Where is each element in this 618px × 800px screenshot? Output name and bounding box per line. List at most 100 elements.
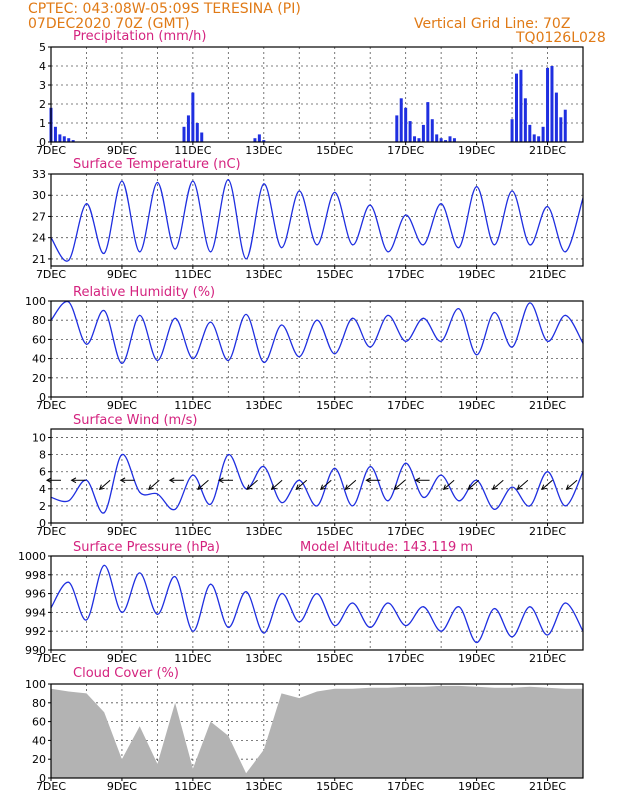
precipitation-bar bbox=[537, 136, 541, 142]
x-tick-label: 19DEC bbox=[458, 399, 495, 412]
y-tick-label: 100 bbox=[25, 295, 46, 308]
data-point bbox=[422, 606, 424, 608]
data-point bbox=[68, 259, 70, 261]
data-point bbox=[139, 491, 141, 493]
precipitation-bar bbox=[182, 126, 186, 142]
data-point bbox=[174, 317, 176, 319]
data-point bbox=[245, 313, 247, 316]
y-tick-label: 996 bbox=[25, 588, 46, 601]
wind-arrow bbox=[394, 479, 406, 490]
data-point bbox=[493, 244, 495, 246]
data-point bbox=[156, 493, 158, 495]
data-point bbox=[103, 564, 105, 567]
precipitation-bar bbox=[541, 126, 545, 142]
wind-arrow-head bbox=[541, 484, 547, 491]
y-tick-label: 8 bbox=[39, 449, 46, 462]
x-tick-label: 17DEC bbox=[387, 144, 424, 157]
x-tick-label: 11DEC bbox=[174, 399, 211, 412]
precipitation-bar bbox=[399, 98, 403, 142]
data-point bbox=[405, 462, 407, 464]
cloud-cover-area bbox=[51, 685, 583, 778]
y-tick-label: 992 bbox=[25, 625, 46, 638]
panel-frame bbox=[50, 173, 584, 267]
data-point bbox=[369, 346, 371, 348]
y-tick-label: 100 bbox=[25, 678, 46, 691]
y-tick-label: 80 bbox=[32, 314, 46, 327]
data-point bbox=[476, 354, 478, 356]
x-tick-label: 11DEC bbox=[174, 268, 211, 281]
data-point bbox=[139, 251, 141, 253]
wind-arrow bbox=[295, 479, 308, 490]
precipitation-bar bbox=[195, 123, 199, 142]
data-point bbox=[280, 324, 283, 326]
data-point bbox=[334, 353, 336, 355]
data-point bbox=[387, 251, 389, 253]
precipitation-bar bbox=[452, 138, 456, 142]
data-point bbox=[422, 317, 424, 319]
data-point bbox=[529, 302, 531, 304]
x-tick-label: 17DEC bbox=[387, 780, 424, 793]
data-point bbox=[546, 634, 549, 636]
series-line bbox=[51, 301, 583, 365]
x-tick-label: 15DEC bbox=[316, 399, 353, 412]
wind-arrow-head bbox=[147, 484, 154, 491]
data-point bbox=[476, 479, 478, 481]
x-tick-label: 9DEC bbox=[107, 399, 137, 412]
data-point bbox=[227, 179, 229, 181]
precipitation-bar bbox=[430, 119, 434, 142]
precipitation-bar bbox=[58, 134, 62, 142]
data-point bbox=[546, 205, 549, 208]
data-point bbox=[245, 488, 247, 490]
precipitation-bar bbox=[253, 138, 257, 142]
panel-title: Surface Wind (m/s) bbox=[73, 413, 197, 428]
x-tick-label: 21DEC bbox=[529, 144, 566, 157]
y-tick-label: 994 bbox=[25, 606, 46, 619]
precipitation-bar bbox=[563, 109, 567, 142]
y-tick-label: 20 bbox=[32, 372, 46, 385]
data-point bbox=[529, 505, 531, 507]
data-point bbox=[511, 190, 513, 192]
panel-title: Relative Humidity (%) bbox=[73, 285, 215, 300]
station-header: CPTEC: 043:08W-05:09S TERESINA (PI) bbox=[28, 1, 301, 17]
data-point bbox=[156, 359, 158, 362]
data-point bbox=[156, 613, 158, 615]
data-point bbox=[529, 244, 531, 246]
text-layer: 0 1 2 3 4 5 7DEC 9DEC 11DEC 13DEC 15DEC 17DEC 19DEC 2… bbox=[18, 29, 566, 793]
data-point bbox=[280, 593, 283, 595]
panel-frame bbox=[50, 46, 584, 143]
y-tick-label: 60 bbox=[32, 716, 46, 729]
x-tick-label: 13DEC bbox=[245, 652, 282, 665]
data-point bbox=[263, 361, 265, 364]
panel-title: Surface Pressure (hPa) bbox=[73, 540, 220, 555]
wind-arrow bbox=[566, 479, 578, 490]
y-tick-label: 10 bbox=[32, 432, 46, 445]
panel-title: Surface Temperature (nC) bbox=[73, 157, 241, 172]
data-point bbox=[298, 356, 300, 358]
data-point bbox=[174, 508, 176, 510]
data-point bbox=[334, 467, 336, 469]
y-tick-label: 4 bbox=[39, 60, 46, 73]
wind-arrow-head bbox=[565, 484, 572, 491]
data-layer bbox=[45, 66, 584, 778]
data-point bbox=[263, 632, 265, 634]
precipitation-bar bbox=[439, 138, 443, 142]
precipitation-bar bbox=[554, 92, 558, 142]
data-point bbox=[316, 505, 318, 507]
data-point bbox=[387, 602, 389, 604]
panel-frame bbox=[50, 683, 584, 779]
y-tick-label: 998 bbox=[25, 569, 46, 582]
precipitation-bar bbox=[191, 92, 195, 142]
x-tick-label: 19DEC bbox=[458, 525, 495, 538]
data-point bbox=[85, 343, 88, 345]
data-point bbox=[422, 496, 424, 498]
x-tick-label: 9DEC bbox=[107, 652, 137, 665]
wind-arrow bbox=[99, 479, 111, 490]
wind-arrow-head bbox=[414, 477, 421, 484]
data-point bbox=[263, 183, 265, 185]
y-tick-label: 5 bbox=[39, 41, 46, 54]
panel-frame bbox=[50, 300, 584, 398]
vertical-grid-note: Vertical Grid Line: 70Z bbox=[414, 16, 571, 32]
data-point bbox=[493, 508, 495, 510]
wind-arrow bbox=[148, 479, 160, 490]
y-tick-label: 20 bbox=[32, 753, 46, 766]
